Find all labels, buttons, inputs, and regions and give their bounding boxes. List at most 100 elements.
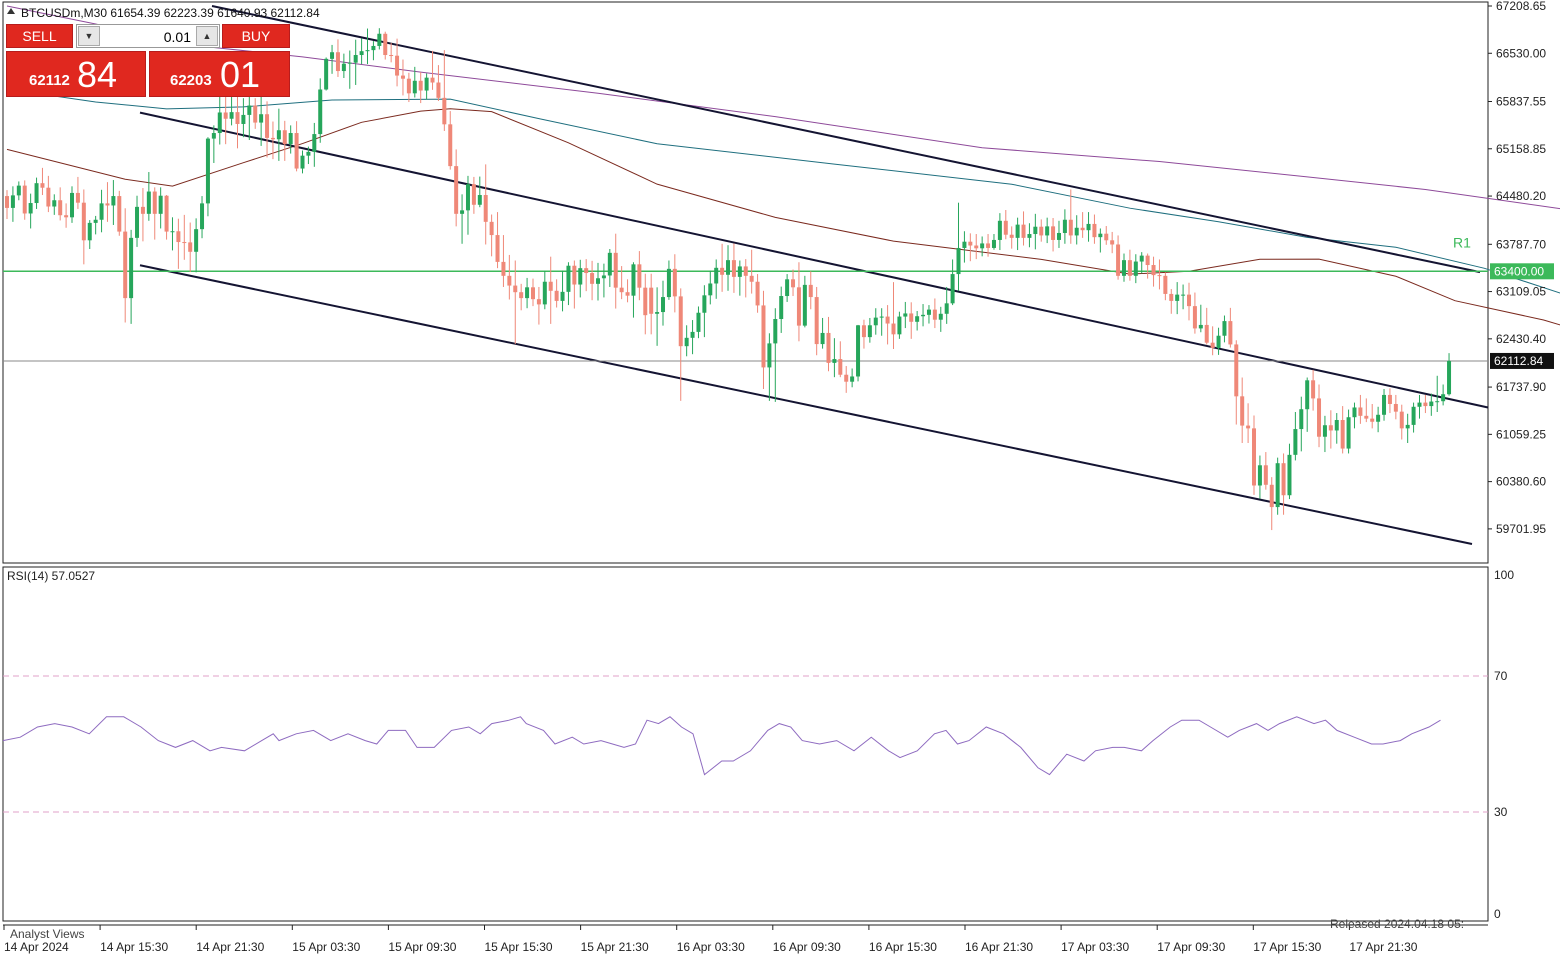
candle-body — [974, 245, 979, 249]
candle-body — [726, 260, 731, 275]
candle-body — [560, 291, 565, 301]
candle-body — [200, 203, 205, 230]
candle-body — [891, 323, 896, 335]
bullish-candle — [737, 260, 742, 296]
bullish-candle — [1139, 252, 1144, 274]
bullish-candle — [578, 259, 583, 298]
lot-size-value[interactable]: 0.01 — [163, 29, 191, 45]
bearish-candle — [483, 164, 488, 245]
bearish-candle — [932, 298, 937, 329]
candle-body — [330, 52, 335, 59]
bullish-candle — [991, 234, 996, 250]
candle-body — [921, 314, 926, 317]
candle-body — [81, 202, 86, 241]
lot-size-field[interactable]: ▼ 0.01 ▲ — [76, 24, 220, 48]
bullish-candle — [832, 338, 837, 378]
lot-increase-icon[interactable]: ▲ — [196, 26, 218, 46]
bullish-candle — [1015, 217, 1020, 251]
bearish-candle — [40, 167, 45, 196]
candle-body — [93, 219, 98, 223]
bullish-candle — [631, 262, 636, 318]
bearish-candle — [755, 274, 760, 313]
price-tick-label: 61059.25 — [1496, 427, 1546, 441]
bullish-candle — [655, 287, 660, 346]
bearish-candle — [1068, 189, 1073, 244]
bullish-candle — [560, 270, 565, 312]
candle-body — [99, 203, 104, 220]
sell-button[interactable]: SELL — [6, 24, 73, 48]
buy-price-box[interactable]: 62203 01 — [149, 51, 290, 97]
candle-body — [1376, 414, 1381, 422]
bearish-candle — [974, 234, 979, 260]
sell-price-box[interactable]: 62112 84 — [6, 51, 146, 97]
candle-body — [105, 203, 110, 206]
candle-body — [347, 62, 352, 64]
bearish-candle — [1281, 453, 1286, 515]
time-tick-label: 14 Apr 2024 — [4, 940, 69, 954]
lot-decrease-icon[interactable]: ▼ — [78, 26, 100, 46]
candle-body — [625, 292, 630, 296]
candle-body — [850, 376, 855, 382]
candle-body — [1352, 407, 1357, 418]
candle-body — [1246, 425, 1251, 429]
bearish-candle — [1192, 292, 1197, 334]
bullish-candle — [1098, 228, 1103, 253]
candle-body — [1187, 294, 1191, 307]
bullish-candle — [16, 181, 21, 201]
candle-body — [170, 231, 175, 233]
price-tick-label: 61737.90 — [1496, 380, 1546, 394]
candle-body — [5, 196, 9, 208]
candle-body — [684, 337, 689, 347]
bearish-candle — [1169, 289, 1174, 314]
candle-body — [1092, 223, 1097, 238]
bearish-candle — [294, 121, 299, 172]
bullish-candle — [1056, 220, 1061, 248]
bullish-candle — [802, 275, 807, 328]
candle-body — [448, 124, 453, 167]
bullish-candle — [288, 125, 293, 154]
bearish-candle — [1246, 403, 1251, 443]
bearish-candle — [885, 305, 890, 345]
bullish-candle — [566, 262, 571, 306]
candle-body — [241, 114, 246, 124]
bullish-candle — [217, 94, 222, 145]
candle-body — [235, 112, 240, 124]
bearish-candle — [838, 341, 843, 378]
candle-body — [1198, 324, 1203, 329]
candle-body — [1358, 407, 1363, 416]
bearish-candle — [891, 282, 896, 349]
bearish-candle — [1157, 259, 1162, 290]
candle-body — [1234, 344, 1239, 397]
candle-body — [536, 299, 541, 305]
candle-body — [986, 243, 991, 248]
candle-body — [1340, 420, 1345, 449]
candle-body — [980, 243, 985, 249]
candle-body — [785, 279, 790, 297]
bullish-candle — [1376, 406, 1381, 433]
time-tick-label: 14 Apr 15:30 — [100, 940, 168, 954]
candle-body — [152, 191, 157, 214]
bullish-candle — [371, 41, 376, 61]
candle-body — [1009, 234, 1014, 238]
bullish-candle — [1435, 375, 1440, 413]
candle-body — [1287, 454, 1292, 496]
candle-body — [708, 283, 713, 296]
buy-button[interactable]: BUY — [222, 24, 290, 48]
candle-body — [194, 229, 199, 252]
candle-body — [820, 332, 825, 345]
time-tick-label: 15 Apr 09:30 — [388, 940, 456, 954]
candle-body — [176, 231, 181, 243]
candle-body — [205, 138, 210, 204]
bearish-candle — [152, 187, 157, 240]
bearish-candle — [1116, 235, 1121, 280]
bullish-candle — [921, 304, 926, 327]
bullish-candle — [525, 277, 530, 309]
bullish-candle — [1027, 223, 1032, 248]
bullish-candle — [306, 146, 311, 165]
bearish-candle — [46, 175, 51, 213]
candle-body — [909, 313, 914, 322]
candle-body — [229, 112, 234, 119]
candle-body — [1098, 233, 1103, 238]
bullish-candle — [93, 215, 98, 235]
